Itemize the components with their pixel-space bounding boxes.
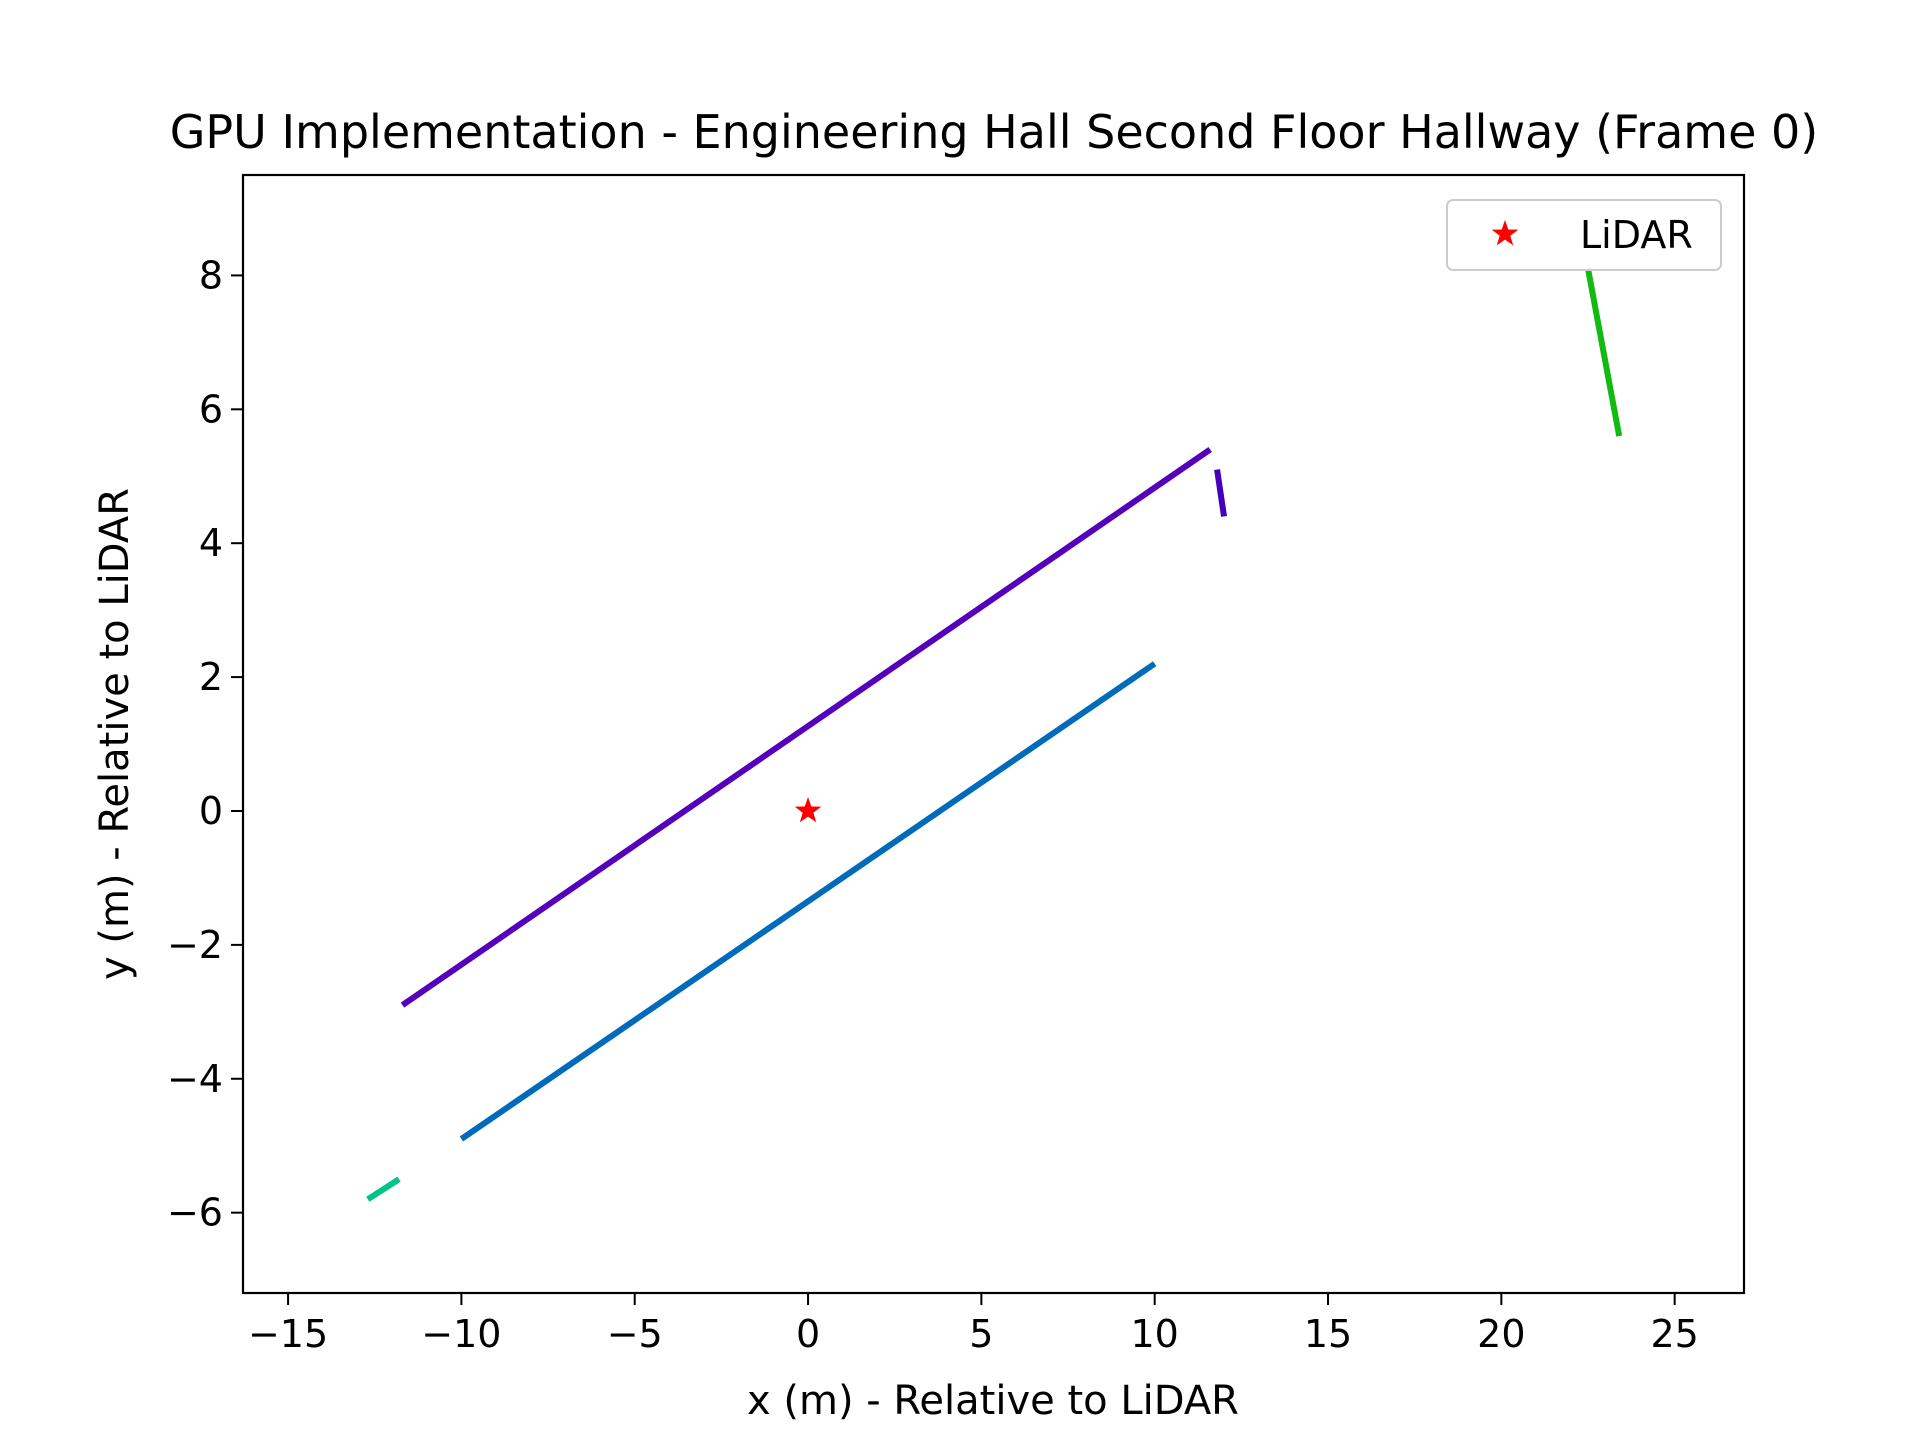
lidar-star-marker — [794, 796, 822, 823]
legend-star-icon — [1491, 220, 1519, 246]
x-tick-label: 10 — [1131, 1312, 1179, 1356]
legend-star-marker — [1491, 220, 1519, 246]
y-tick-label: 0 — [199, 789, 223, 833]
y-tick-label: 2 — [199, 655, 223, 699]
legend-box — [1446, 199, 1722, 271]
plot-area — [366, 268, 1623, 1202]
line-segment-2 — [459, 661, 1157, 1142]
y-tick-label: −2 — [167, 923, 223, 967]
y-tick-label: −6 — [167, 1191, 223, 1235]
x-tick-label: 0 — [796, 1312, 820, 1356]
y-axis-label: y (m) - Relative to LiDAR — [92, 488, 138, 980]
y-tick-label: −4 — [167, 1057, 223, 1101]
line-segment-3 — [366, 1176, 401, 1202]
x-axis-label: x (m) - Relative to LiDAR — [747, 1378, 1239, 1424]
x-axis: −15 −10 −5 0 5 10 15 20 25 — [248, 1293, 1699, 1356]
x-tick-label: 20 — [1477, 1312, 1525, 1356]
chart-title: GPU Implementation - Engineering Hall Se… — [170, 105, 1818, 159]
x-tick-label: −10 — [421, 1312, 501, 1356]
x-tick-label: 5 — [969, 1312, 993, 1356]
x-tick-label: −5 — [607, 1312, 663, 1356]
x-tick-label: −15 — [248, 1312, 328, 1356]
y-tick-label: 8 — [199, 253, 223, 297]
legend-label-lidar: LiDAR — [1580, 213, 1693, 257]
y-axis: −6 −4 −2 0 2 4 6 8 — [167, 253, 243, 1235]
line-segment-4 — [1585, 268, 1623, 437]
y-tick-label: 4 — [199, 521, 223, 565]
line-segment-1 — [1214, 469, 1227, 517]
line-segment-0 — [400, 447, 1212, 1008]
y-tick-label: 6 — [199, 387, 223, 431]
plot-frame — [241, 173, 1746, 1295]
legend: LiDAR — [1446, 199, 1722, 271]
x-tick-label: 25 — [1650, 1312, 1698, 1356]
x-tick-label: 15 — [1304, 1312, 1352, 1356]
